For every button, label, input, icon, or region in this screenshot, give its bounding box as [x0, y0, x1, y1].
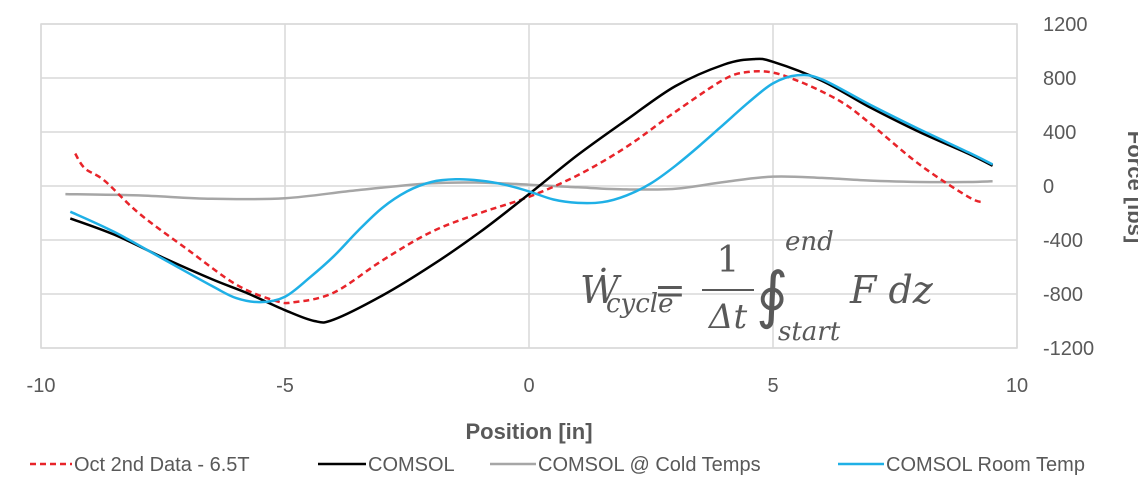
- y-axis-title: Force [lbs]: [1123, 131, 1138, 243]
- formula-lhs-subscript: cycle: [606, 289, 674, 319]
- x-tick-label: -5: [276, 375, 294, 397]
- formula-upper-limit: end: [785, 227, 834, 257]
- y-tick-label: -800: [1043, 284, 1083, 306]
- x-tick-label: 5: [767, 375, 778, 397]
- x-tick-label: -10: [27, 375, 56, 397]
- formula-equals: =: [654, 268, 686, 312]
- legend-label-0: Oct 2nd Data - 6.5T: [74, 454, 250, 476]
- x-tick-label: 0: [523, 375, 534, 397]
- formula-denominator: Δt: [707, 297, 748, 337]
- formula-lower-limit: start: [778, 317, 841, 347]
- formula-integrand: F dz: [849, 268, 934, 312]
- series-line-0: [74, 69, 984, 305]
- series-line-3: [69, 73, 994, 304]
- formula-numerator: 1: [717, 240, 740, 281]
- work-formula-annotation: Ẇ cycle = 1 Δt ∮ end start F dz: [580, 227, 934, 347]
- y-tick-label: 1200: [1043, 14, 1088, 36]
- legend-label-1: COMSOL: [368, 454, 455, 476]
- y-tick-label: 0: [1043, 176, 1054, 198]
- series-line-1: [69, 57, 994, 324]
- x-tick-label: 10: [1006, 375, 1028, 397]
- y-tick-label: -1200: [1043, 338, 1094, 360]
- y-tick-label: 400: [1043, 122, 1076, 144]
- legend-label-3: COMSOL Room Temp: [886, 454, 1085, 476]
- x-tick-labels: -10 -5 0 5 10: [27, 375, 1029, 397]
- y-tick-labels: -1200 -800 -400 0 400 800 1200: [1043, 14, 1094, 360]
- y-tick-label: 800: [1043, 68, 1076, 90]
- formula-lhs: Ẇ: [580, 268, 622, 312]
- series-layer: [65, 57, 994, 324]
- series-line-2: [65, 175, 993, 201]
- y-tick-label: -400: [1043, 230, 1083, 252]
- legend: Oct 2nd Data - 6.5T COMSOL COMSOL @ Cold T…: [30, 454, 1085, 476]
- x-axis-title: Position [in]: [465, 419, 592, 444]
- legend-label-2: COMSOL @ Cold Temps: [538, 454, 761, 476]
- plot-area-border: [40, 23, 1018, 349]
- formula-integral-sign: ∮: [756, 258, 788, 331]
